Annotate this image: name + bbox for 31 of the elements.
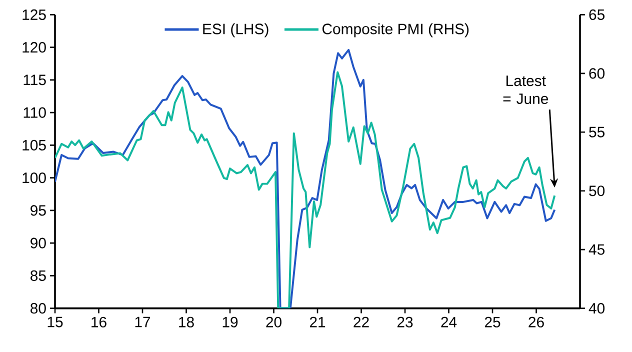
x-tick-label: 16: [92, 316, 106, 328]
x-tick-label: 24: [441, 316, 457, 328]
y-tick-label: 100: [22, 172, 46, 184]
x-tick-label: 26: [528, 316, 544, 328]
y-tick-label: 125: [22, 9, 46, 20]
y2-tick-label: 50: [589, 186, 605, 196]
x-tick-label: 22: [354, 316, 369, 328]
y-tick-label: 110: [24, 107, 46, 118]
x-tick-label: 19: [222, 316, 238, 328]
y2-tick-label: 55: [589, 126, 605, 138]
y-tick-label: 90: [30, 238, 46, 248]
y2-tick-label: 40: [588, 303, 605, 314]
x-tick-label: 15: [48, 316, 63, 328]
x-tick-label: 18: [179, 316, 194, 328]
y-tick-label: 95: [30, 205, 46, 216]
y-tick-label: 120: [22, 42, 46, 53]
y-tick-label: 80: [30, 303, 46, 314]
y2-tick-label: 60: [589, 68, 605, 79]
legend-label: ESI (LHS): [203, 23, 268, 38]
x-tick-label: 20: [266, 316, 282, 328]
x-tick-label: 23: [397, 316, 413, 328]
y2-tick-label: 45: [588, 244, 605, 255]
y-tick-label: 85: [30, 270, 46, 281]
x-tick-label: 21: [310, 316, 326, 328]
x-tick-label: 25: [484, 316, 500, 328]
y-tick-label: 105: [22, 140, 46, 150]
annotation: Latest = June: [503, 76, 548, 104]
x-tick-label: 17: [135, 316, 150, 328]
y-tick-label: 115: [24, 74, 46, 86]
legend-label: Composite PMI (RHS): [322, 23, 469, 38]
y2-tick-label: 65: [589, 9, 605, 20]
